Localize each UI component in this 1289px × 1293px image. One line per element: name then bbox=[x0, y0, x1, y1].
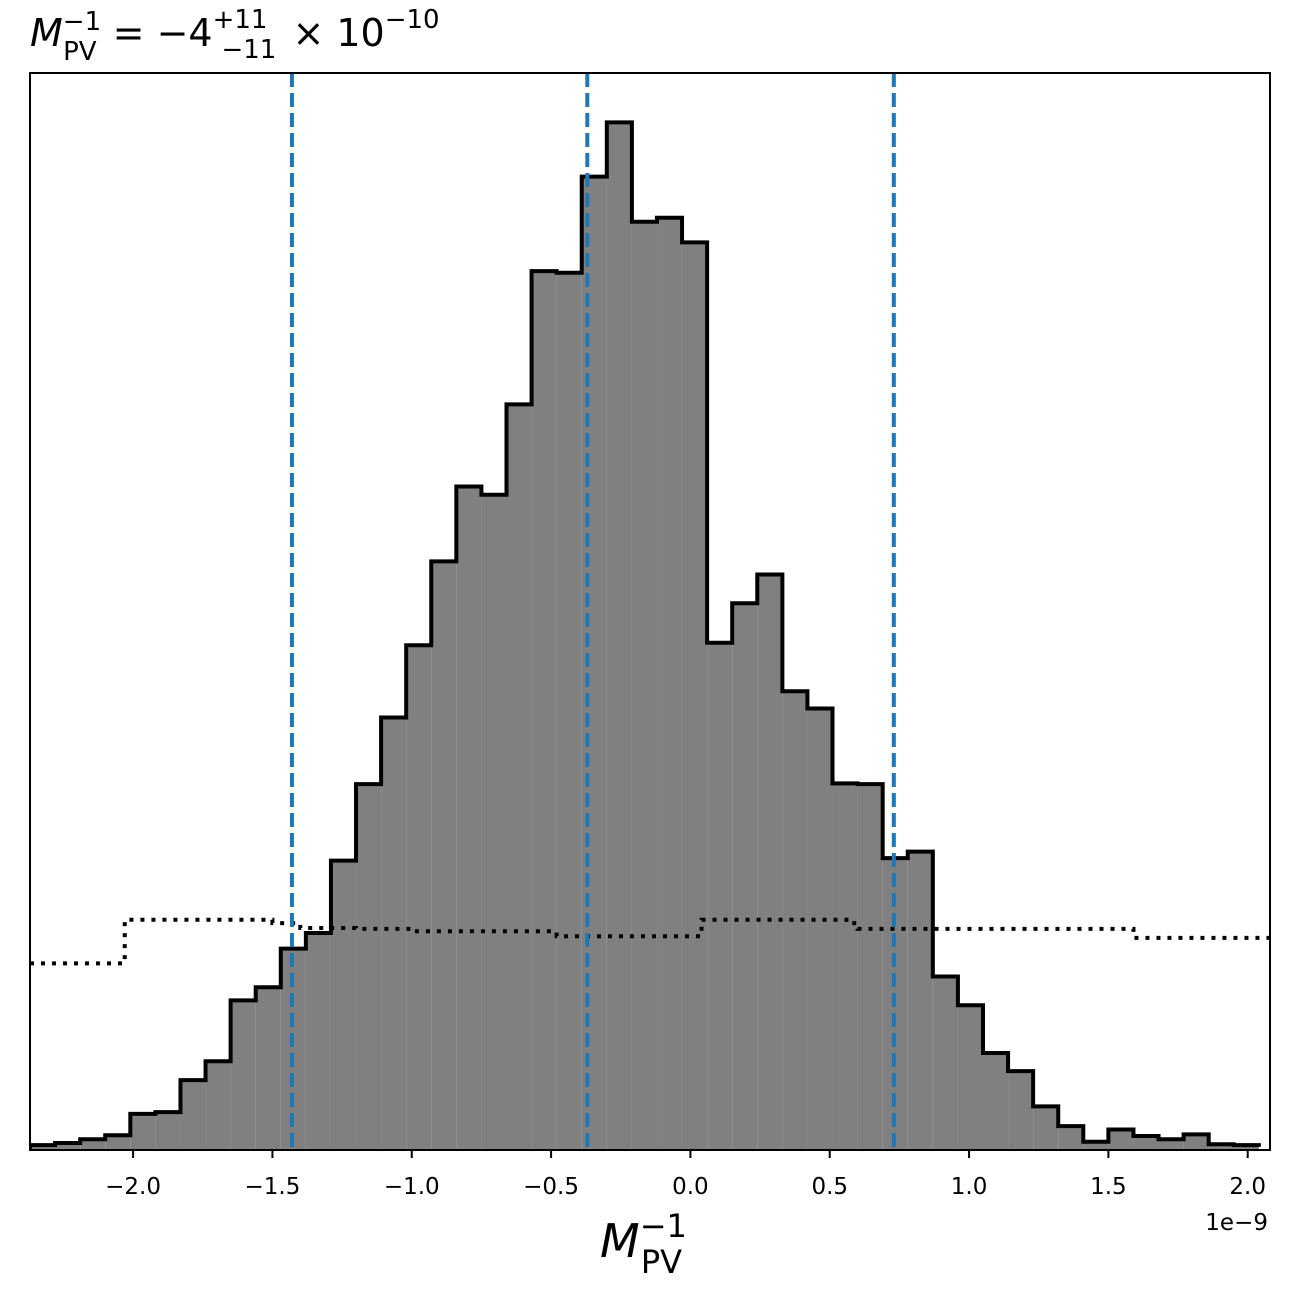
plot-area bbox=[29, 72, 1271, 1151]
histogram-bar bbox=[1058, 1126, 1084, 1150]
histogram-bar bbox=[807, 708, 833, 1150]
histogram-bar bbox=[431, 561, 457, 1150]
histogram-bar bbox=[130, 1113, 156, 1150]
histogram-bar bbox=[606, 122, 632, 1150]
posterior-histogram-outline bbox=[30, 120, 1261, 1150]
histogram-bar bbox=[1008, 1071, 1034, 1150]
xlabel-symbol: M bbox=[600, 1214, 640, 1268]
x-tick-label: −0.5 bbox=[523, 1174, 579, 1200]
histogram-bar bbox=[180, 1080, 206, 1150]
histogram-bar bbox=[381, 717, 407, 1150]
prior-histogram-outline bbox=[30, 917, 1270, 966]
histogram-bar bbox=[1033, 1106, 1059, 1150]
x-tick-label: 1.0 bbox=[951, 1174, 988, 1200]
histogram-bar bbox=[1233, 1145, 1259, 1150]
histogram-bar bbox=[907, 851, 933, 1150]
histogram-bar bbox=[757, 574, 783, 1150]
x-tick-label: −1.0 bbox=[384, 1174, 440, 1200]
x-tick-label: 0.5 bbox=[811, 1174, 848, 1200]
histogram-bar bbox=[105, 1135, 131, 1150]
histogram-bar bbox=[205, 1061, 231, 1150]
title-symbol-sup: −1 bbox=[63, 7, 101, 37]
title-err-plus: +11 bbox=[213, 5, 268, 35]
title-symbol: M bbox=[30, 11, 63, 55]
histogram-bar bbox=[481, 494, 507, 1150]
histogram-bar bbox=[1108, 1129, 1134, 1150]
histogram-bar bbox=[356, 784, 382, 1150]
title-times: × 10 bbox=[280, 11, 384, 55]
histogram-bar bbox=[682, 242, 708, 1150]
histogram-bar bbox=[155, 1112, 181, 1150]
histogram-bar bbox=[656, 217, 683, 1150]
histogram-bar bbox=[932, 976, 958, 1150]
histogram-bar bbox=[506, 404, 532, 1150]
histogram-bar bbox=[957, 1005, 983, 1150]
histogram-bar bbox=[1208, 1144, 1234, 1150]
x-tick-label: 1.5 bbox=[1090, 1174, 1127, 1200]
histogram-bar bbox=[732, 603, 758, 1150]
histogram-bar bbox=[982, 1052, 1009, 1150]
histogram-bar bbox=[1183, 1134, 1209, 1150]
title-equals: = −4 bbox=[101, 11, 213, 55]
xlabel-sub: PV bbox=[641, 1243, 682, 1281]
title-exponent: −10 bbox=[385, 5, 440, 35]
histogram-bar bbox=[1158, 1139, 1184, 1150]
histogram-bar bbox=[80, 1139, 106, 1150]
histogram-bar bbox=[456, 486, 482, 1150]
plot-series bbox=[30, 73, 1270, 1150]
x-offset-label: 1e−9 bbox=[1205, 1210, 1268, 1236]
histogram-bar bbox=[1133, 1136, 1159, 1150]
x-axis: −2.0 −1.5 −1.0 −0.5 0.0 0.5 1.0 1.5 2.0 bbox=[105, 1150, 1266, 1200]
plot-frame bbox=[29, 72, 1271, 1151]
histogram-bar bbox=[832, 783, 858, 1150]
histogram-bar bbox=[531, 271, 557, 1150]
histogram-bar bbox=[30, 1145, 56, 1150]
histogram-bar bbox=[857, 784, 883, 1150]
histogram-bar bbox=[707, 642, 733, 1150]
histogram-bar bbox=[631, 221, 657, 1150]
xlabel-sup: −1 bbox=[640, 1207, 687, 1245]
histogram-bar bbox=[305, 932, 331, 1150]
x-tick-label: −1.5 bbox=[244, 1174, 300, 1200]
x-axis-label: M−1 PV bbox=[600, 1207, 687, 1281]
histogram-bar bbox=[230, 1000, 256, 1150]
histogram-bar bbox=[55, 1143, 81, 1150]
histogram-bar bbox=[255, 987, 281, 1150]
x-tick-label: −2.0 bbox=[105, 1174, 161, 1200]
chart-title: M−1 PV = −4+11 −11 × 10−10 bbox=[30, 5, 440, 67]
histogram-bar bbox=[330, 860, 357, 1150]
histogram-bar bbox=[406, 645, 432, 1150]
x-tick-label: 0.0 bbox=[672, 1174, 709, 1200]
title-symbol-sub: PV bbox=[63, 37, 97, 67]
title-err-minus: −11 bbox=[221, 35, 276, 65]
x-tick-label: 2.0 bbox=[1229, 1174, 1266, 1200]
histogram-bar bbox=[1083, 1141, 1109, 1150]
histogram-bar bbox=[556, 272, 582, 1150]
